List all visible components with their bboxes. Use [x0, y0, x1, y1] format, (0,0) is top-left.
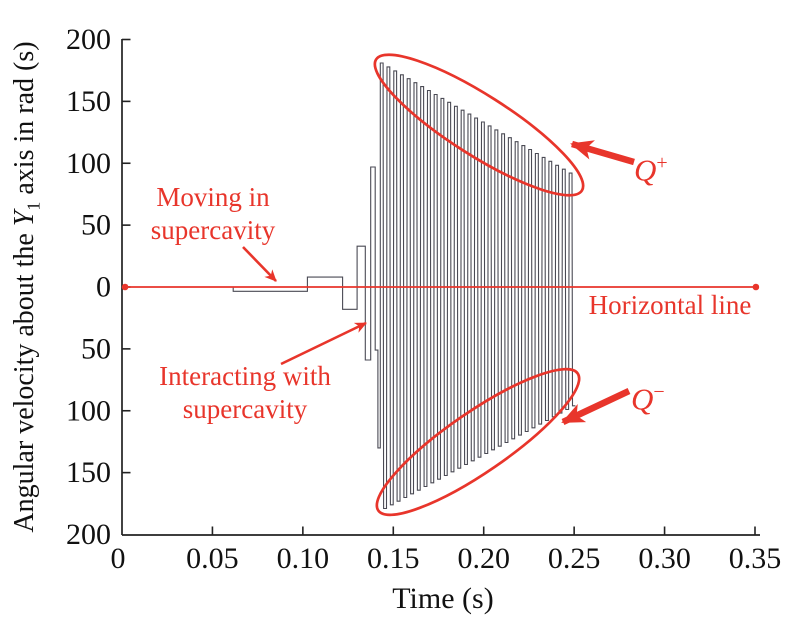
q-plus-sup: + [656, 152, 668, 174]
y-tick-label: 50 [81, 332, 111, 365]
x-axis-title: Time (s) [392, 582, 494, 615]
annotation-line: Moving in [156, 182, 270, 212]
annotation-horizontal-line-label: Horizontal line [588, 290, 752, 320]
x-tick-label: 0.10 [277, 542, 330, 575]
y-axis-title-suffix: axis in rad (s) [9, 41, 40, 202]
y-tick-label: 0 [96, 271, 111, 304]
y-tick-label: 200 [66, 518, 111, 551]
q-minus-arrow [561, 388, 631, 425]
y-tick-label: 150 [66, 85, 111, 118]
y-tick-label: 100 [66, 394, 111, 427]
x-tick-label: 0.05 [186, 542, 239, 575]
signal-trace [122, 62, 576, 510]
q-plus-arrow [570, 140, 635, 166]
x-tick-label: 0.30 [638, 542, 691, 575]
y-axis-title: Angular velocity about the Y1 axis in ra… [9, 7, 44, 567]
y-tick-label: 150 [66, 456, 111, 489]
y-tick-label: 50 [81, 209, 111, 242]
y-tick-label: 200 [66, 23, 111, 56]
annotation-ellipses [373, 53, 585, 517]
signal-polyline [122, 62, 576, 510]
annotation-interacting-with-supercavity: Interacting with supercavity [145, 360, 345, 426]
annotation-moving-in-supercavity: Moving in supercavity [123, 181, 303, 247]
interacting-arrow [280, 321, 367, 366]
y-axis-title-prefix: Angular velocity about the [9, 226, 40, 533]
zero-line-right-dot [752, 283, 760, 291]
tick-marks [122, 38, 756, 535]
x-tick-label: 0.20 [457, 542, 510, 575]
annotation-arrows [242, 140, 635, 425]
x-tick-label: 0.15 [367, 542, 420, 575]
zero-line-left-dot [121, 283, 129, 291]
annotation-line: supercavity [150, 215, 276, 245]
horizontal-zero-line [121, 283, 760, 291]
upper-peaks-ellipse [373, 53, 585, 197]
q-plus-base: Q [634, 152, 657, 188]
moving-arrow [242, 246, 277, 282]
y-tick-label: 100 [66, 147, 111, 180]
x-tick-label: 0.35 [729, 542, 782, 575]
y-axis-title-var-sub: 1 [23, 201, 44, 211]
annotation-q-minus: Q− [631, 377, 681, 414]
annotation-q-plus: Q+ [634, 148, 684, 185]
y-axis-title-var: Y [9, 210, 40, 227]
q-minus-base: Q [631, 381, 654, 417]
lower-peaks-ellipse [375, 367, 581, 517]
q-minus-sup: − [653, 381, 665, 403]
x-tick-label: 0 [111, 542, 126, 575]
x-tick-label: 0.25 [548, 542, 601, 575]
annotation-line: Interacting with [159, 361, 331, 391]
annotation-line: supercavity [182, 394, 308, 424]
